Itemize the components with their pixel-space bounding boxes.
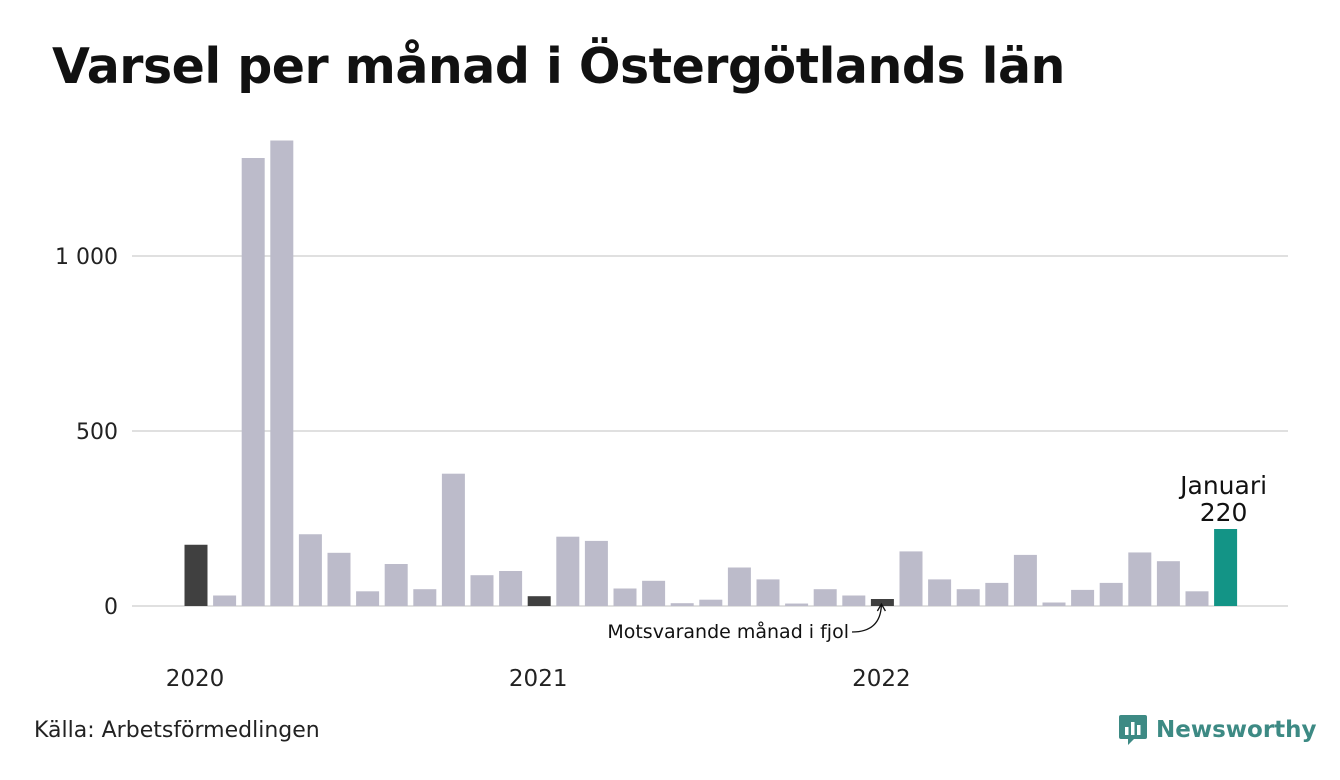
bar <box>699 599 723 606</box>
brand-logo: Newsworthy <box>1118 713 1317 747</box>
bar <box>956 589 980 606</box>
chart-title: Varsel per månad i Östergötlands län <box>52 38 1065 95</box>
same-month-annotation: Motsvarande månad i fjol <box>607 620 849 643</box>
bar <box>899 551 923 606</box>
bar-same-month <box>527 596 551 606</box>
bar <box>213 595 237 606</box>
bar <box>1128 552 1152 606</box>
bar <box>413 589 437 606</box>
bar <box>327 552 351 606</box>
bar <box>1013 554 1037 606</box>
bar <box>584 540 608 606</box>
bar <box>556 536 580 606</box>
x-year-label: 2022 <box>852 666 911 692</box>
bar-same-month <box>870 599 894 606</box>
bar <box>928 579 952 606</box>
newsworthy-logo-icon <box>1119 715 1147 745</box>
y-tick-label: 500 <box>76 420 118 445</box>
annotation-arrowhead <box>876 602 886 612</box>
bar-same-month <box>184 544 208 606</box>
y-tick-label: 1 000 <box>55 245 118 270</box>
bar <box>241 158 265 606</box>
bar <box>356 591 380 606</box>
y-tick-label: 0 <box>104 595 118 620</box>
bar <box>1156 561 1180 606</box>
bar <box>1185 591 1209 606</box>
source-note: Källa: Arbetsförmedlingen <box>34 718 320 743</box>
bar <box>1042 602 1066 606</box>
bar-current-month <box>1214 529 1238 606</box>
bar <box>813 589 837 606</box>
bars <box>184 140 1238 606</box>
bar <box>756 579 780 606</box>
bar <box>270 140 294 606</box>
current-month-label: Januari <box>1178 471 1267 500</box>
y-axis-labels: 0 500 1 000 <box>55 245 118 620</box>
bar <box>499 571 523 606</box>
bar <box>1071 589 1095 606</box>
bar <box>727 567 751 606</box>
brand-name: Newsworthy <box>1156 717 1317 743</box>
bar <box>985 582 1009 606</box>
annotation-arrow <box>851 604 883 633</box>
bar <box>470 575 494 606</box>
bar <box>642 580 666 606</box>
bar <box>384 564 408 606</box>
bar <box>613 588 637 606</box>
x-year-label: 2021 <box>509 666 568 692</box>
bar <box>785 603 809 606</box>
current-value-label: 220 <box>1200 498 1248 527</box>
bar <box>842 595 866 606</box>
x-axis-labels: 2020 2021 2022 <box>166 666 911 692</box>
bar <box>441 473 465 606</box>
bar <box>670 603 694 606</box>
bar <box>1099 582 1123 606</box>
bar <box>298 534 322 606</box>
x-year-label: 2020 <box>166 666 225 692</box>
